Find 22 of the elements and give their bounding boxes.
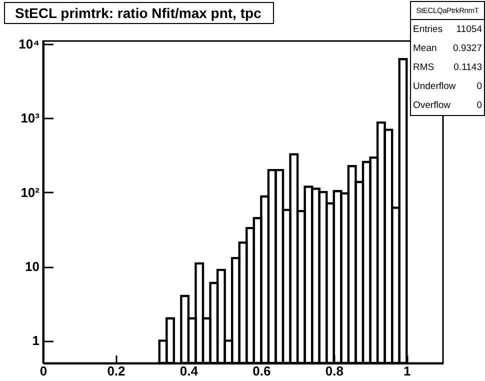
text: 0.9327 xyxy=(452,43,482,54)
y-tick-label: 10 xyxy=(25,259,40,274)
text: 0 xyxy=(476,81,482,92)
x-tick-label: 1 xyxy=(404,364,411,378)
x-tick-label: 0.4 xyxy=(180,364,199,378)
annotation: RMS xyxy=(413,62,434,73)
text: 11054 xyxy=(456,24,482,35)
x-tick-label: 0.2 xyxy=(107,364,126,378)
chart-title: StECL primtrk: ratio Nfit/max pnt, tpc xyxy=(4,2,274,24)
y-tick-label: 10³ xyxy=(20,110,40,126)
y-tick-label: 1 xyxy=(32,333,40,348)
x-tick-label: 0.8 xyxy=(325,364,344,378)
y-tick-label: 10² xyxy=(20,184,40,200)
text: 0 xyxy=(476,100,482,111)
annotation: Overflow xyxy=(413,100,450,111)
annotation: Mean xyxy=(413,43,437,54)
text: 0.1143 xyxy=(454,62,482,73)
annotation: Underflow xyxy=(413,81,456,92)
x-tick-label: 0.6 xyxy=(252,364,271,378)
x-tick-label: 0 xyxy=(40,364,48,378)
y-tick-label: 10⁴ xyxy=(18,36,40,52)
text: Entries xyxy=(413,24,443,35)
